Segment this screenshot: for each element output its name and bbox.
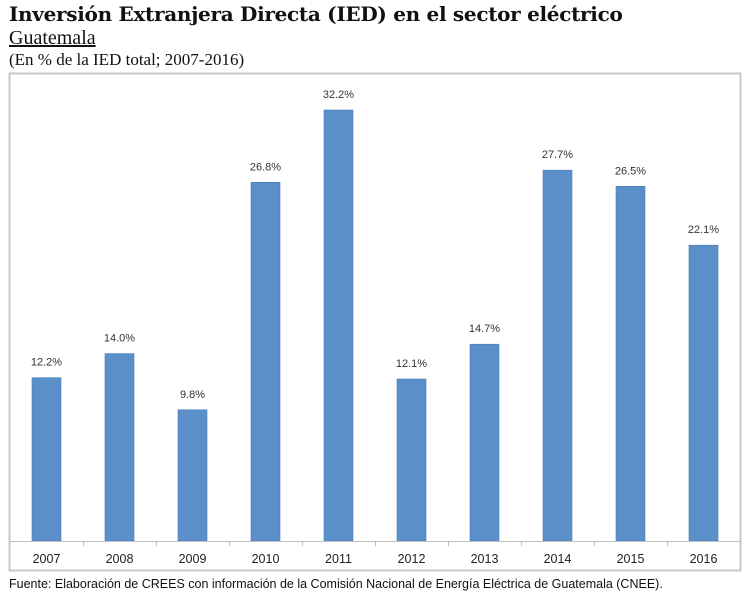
x-tick-label-2013: 2013 (471, 552, 499, 566)
chart-title: Inversión Extranjera Directa (IED) en el… (9, 2, 623, 26)
data-label-2009: 9.8% (180, 389, 205, 401)
x-tick-label-2009: 2009 (179, 552, 207, 566)
bar-2009 (177, 409, 208, 542)
data-label-2007: 12.2% (31, 357, 62, 369)
bar-2011 (323, 109, 354, 542)
data-label-2008: 14.0% (104, 333, 135, 345)
data-label-2015: 26.5% (615, 165, 646, 177)
x-tick-label-2007: 2007 (33, 552, 61, 566)
x-tick-label-2016: 2016 (690, 552, 718, 566)
x-tick-label-2010: 2010 (252, 552, 280, 566)
source-note: Fuente: Elaboración de CREES con informa… (9, 577, 663, 591)
x-tick-label-2008: 2008 (106, 552, 134, 566)
bar-2013 (469, 343, 500, 542)
bar-2008 (104, 353, 135, 542)
x-tick-label-2011: 2011 (325, 552, 352, 566)
x-tick-label-2012: 2012 (398, 552, 426, 566)
data-label-2014: 27.7% (542, 149, 573, 161)
bar-2016 (688, 244, 719, 542)
data-label-2013: 14.7% (469, 323, 500, 335)
data-label-2010: 26.8% (250, 161, 281, 173)
chart-units: (En % de la IED total; 2007-2016) (9, 50, 245, 69)
chart-subtitle: Guatemala (9, 27, 96, 49)
data-label-2011: 32.2% (323, 89, 354, 101)
bar-2010 (250, 182, 281, 542)
bar-2007 (31, 377, 62, 542)
data-label-2016: 22.1% (688, 224, 719, 236)
data-label-2012: 12.1% (396, 358, 427, 370)
chart-frame (8, 72, 742, 572)
bar-2014 (542, 169, 573, 542)
bar-2012 (396, 378, 427, 542)
x-tick-label-2015: 2015 (617, 552, 645, 566)
x-tick-label-2014: 2014 (544, 552, 572, 566)
bar-2015 (615, 186, 646, 542)
